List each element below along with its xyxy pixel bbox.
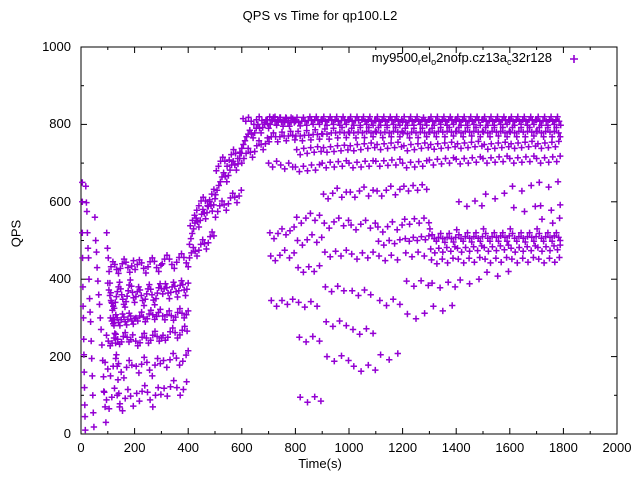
- axes-frame: [80, 46, 618, 435]
- x-tick-label: 2000: [602, 440, 632, 455]
- x-axis-label: Time(s): [298, 456, 342, 471]
- y-tick-label: 800: [49, 116, 71, 132]
- x-tick-label: 1200: [388, 440, 418, 455]
- y-tick-label: 400: [49, 271, 71, 287]
- x-tick-label: 800: [284, 440, 307, 455]
- x-tick-label: 400: [177, 440, 200, 455]
- x-tick-label: 0: [77, 440, 85, 455]
- y-tick-label: 1000: [42, 39, 71, 54]
- chart-title: QPS vs Time for qp100.L2: [242, 8, 398, 23]
- legend-marker-icon: [570, 55, 578, 63]
- x-tick-label: 1800: [548, 440, 578, 455]
- x-tick-label: 600: [230, 440, 253, 455]
- x-tick-label: 200: [123, 440, 146, 455]
- y-tick-label: 600: [49, 193, 71, 209]
- x-tick-label: 1000: [334, 440, 364, 455]
- y-tick-label: 200: [49, 348, 71, 364]
- legend-series-name: my9500relo2nofp.cz13ac32r128: [371, 50, 552, 67]
- data-points-layer: [79, 113, 564, 434]
- x-tick-label: 1600: [495, 440, 525, 455]
- y-tick-label: 0: [63, 426, 71, 441]
- x-tick-label: 1400: [441, 440, 471, 455]
- legend-entry-label: my9500relo2nofp.cz13ac32r128: [371, 50, 552, 67]
